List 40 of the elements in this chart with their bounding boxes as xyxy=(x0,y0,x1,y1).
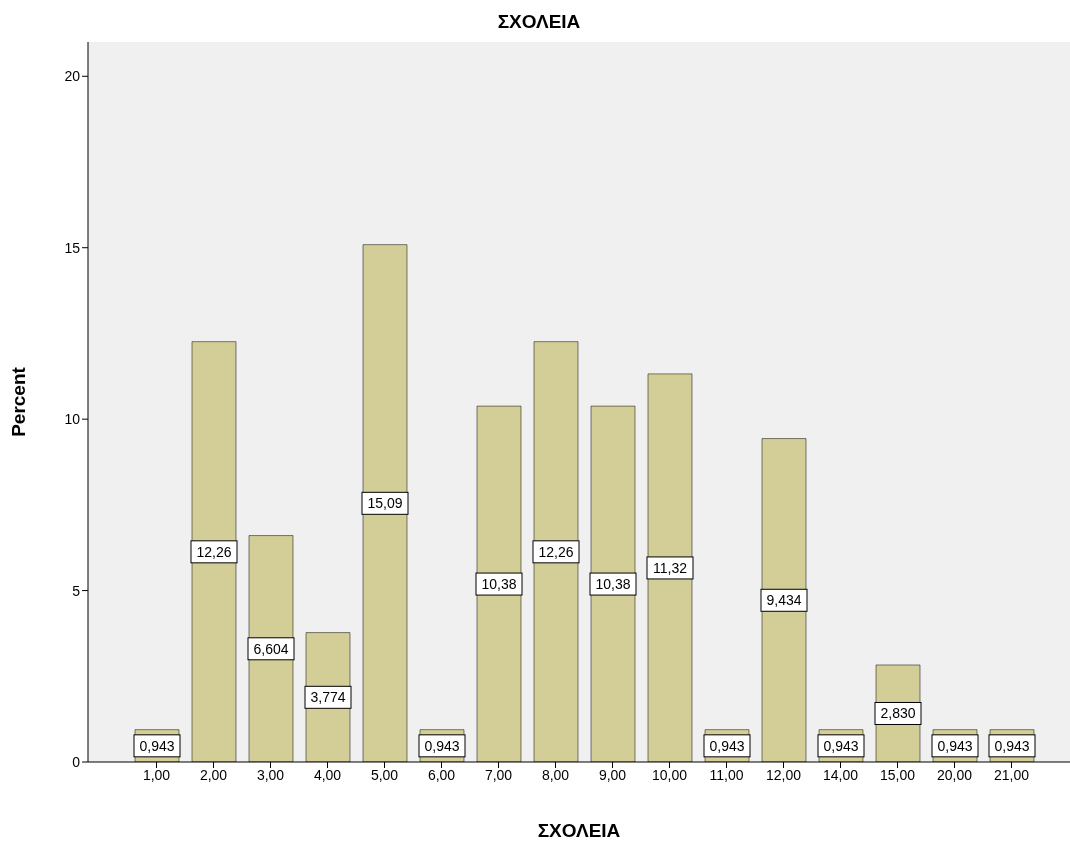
data-label: 0,943 xyxy=(937,737,973,754)
data-label: 12,26 xyxy=(538,543,574,560)
data-label: 0,943 xyxy=(994,737,1030,754)
x-tick-label: 7,00 xyxy=(484,766,513,783)
data-label: 10,38 xyxy=(595,576,631,593)
data-label: 9,434 xyxy=(766,592,802,609)
x-tick-label: 11,00 xyxy=(709,766,744,783)
data-label: 15,09 xyxy=(367,495,403,512)
data-label: 10,38 xyxy=(481,576,517,593)
data-label: 0,943 xyxy=(823,737,859,754)
x-tick-label: 9,00 xyxy=(598,766,627,783)
x-tick-label: 4,00 xyxy=(313,766,342,783)
data-label: 2,830 xyxy=(880,705,916,722)
data-label: 0,943 xyxy=(139,737,175,754)
x-tick-label: 14,00 xyxy=(822,766,859,783)
x-axis-title: ΣΧΟΛΕΙΑ xyxy=(537,820,621,841)
y-tick-label: 15 xyxy=(64,239,81,256)
data-label: 0,943 xyxy=(424,737,460,754)
data-label: 11,32 xyxy=(653,559,688,576)
chart-title: ΣΧΟΛΕΙΑ xyxy=(496,10,582,34)
y-tick-label: 0 xyxy=(72,753,81,770)
data-label: 3,774 xyxy=(310,689,346,706)
x-tick-label: 1,00 xyxy=(142,766,171,783)
x-tick-label: 3,00 xyxy=(256,766,285,783)
data-label: 6,604 xyxy=(253,640,289,657)
x-tick-label: 5,00 xyxy=(370,766,399,783)
x-tick-label: 10,00 xyxy=(651,766,688,783)
x-tick-label: 8,00 xyxy=(541,766,570,783)
x-tick-label: 2,00 xyxy=(199,766,228,783)
x-tick-label: 20,00 xyxy=(936,766,973,783)
data-label: 0,943 xyxy=(709,737,745,754)
data-label: 12,26 xyxy=(196,543,232,560)
y-tick-label: 10 xyxy=(64,411,81,428)
x-tick-label: 21,00 xyxy=(993,766,1030,783)
x-tick-label: 6,00 xyxy=(427,766,456,783)
x-tick-label: 15,00 xyxy=(879,766,916,783)
y-axis-title: Percent xyxy=(7,366,29,437)
x-tick-label: 12,00 xyxy=(765,766,802,783)
y-tick-label: 20 xyxy=(64,68,81,85)
y-tick-label: 5 xyxy=(72,582,81,599)
